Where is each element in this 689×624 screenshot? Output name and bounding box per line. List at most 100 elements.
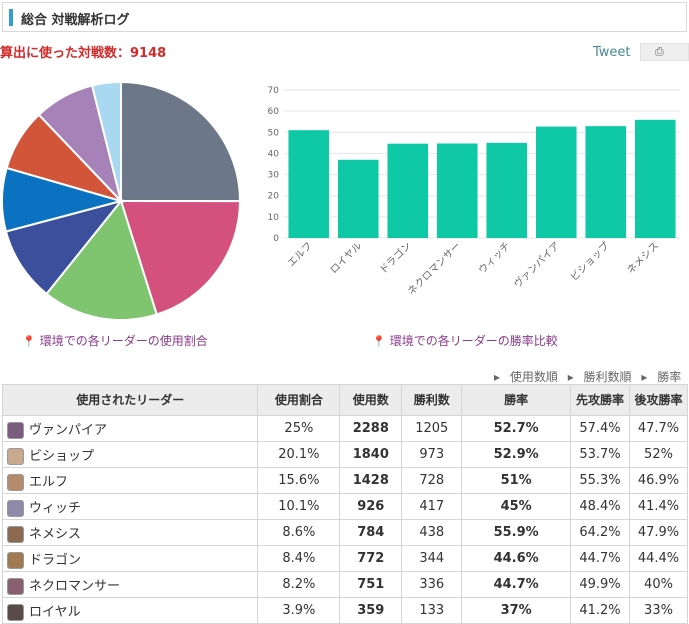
bar[interactable] (535, 126, 577, 238)
winrate-cell: 44.7% (461, 571, 572, 598)
leader-cell: ネクロマンサー (1, 571, 259, 598)
leader-cell: ウィッチ (1, 493, 259, 520)
x-tick-label: ネクロマンサー (405, 240, 463, 298)
bar[interactable] (585, 126, 627, 238)
leader-avatar (7, 577, 24, 595)
page-header: 総合 対戦解析ログ (2, 2, 687, 32)
share-cell: 8.2% (257, 571, 341, 598)
sort-by-wins-link[interactable]: ▸ 勝利数順 (567, 370, 632, 384)
share-cell: 10.1% (257, 493, 341, 520)
uses-cell: 1840 (339, 441, 403, 468)
leader-avatar (7, 447, 24, 465)
uses-cell: 772 (339, 545, 403, 572)
table-row: エルフ 15.6% 1428 728 51% 55.3% 46.9% (1, 467, 688, 494)
sort-by-uses-link[interactable]: ▸ 使用数順 (494, 370, 558, 384)
y-tick-label: 0 (273, 234, 279, 244)
x-tick-label: ヴァンパイア (511, 239, 563, 291)
wins-cell: 133 (401, 597, 463, 624)
header-accent-bar (9, 9, 13, 26)
total-battles: 算出に使った対戦数：9148 (0, 46, 167, 61)
first-winrate-cell: 48.4% (570, 493, 630, 520)
first-winrate-cell: 55.3% (570, 467, 630, 494)
document-icon: ⎙ (655, 45, 664, 58)
leader-stats-table: 使用されたリーダー 使用割合 使用数 勝利数 勝率 先攻勝率 後攻勝率 ヴァンパ… (1, 384, 688, 624)
uses-cell: 1428 (339, 467, 403, 494)
usage-pie-chart (1, 80, 242, 321)
pie-slice[interactable] (45, 198, 158, 321)
col-first-winrate[interactable]: 先攻勝率 (570, 384, 630, 416)
leader-cell: エルフ (1, 467, 259, 494)
second-winrate-cell: 47.9% (629, 519, 688, 546)
leader-name: ウィッチ (29, 500, 82, 516)
bar-caption: 📍 環境での各リーダーの勝率比較 (372, 332, 558, 349)
x-tick-label: ロイヤル (329, 240, 365, 276)
leader-avatar (7, 603, 24, 621)
second-winrate-cell: 47.7% (629, 415, 688, 442)
bar[interactable] (387, 143, 429, 238)
col-uses[interactable]: 使用数 (339, 384, 403, 416)
leader-name: ドラゴン (29, 552, 82, 568)
leader-avatar (7, 421, 24, 439)
second-winrate-cell: 52% (629, 441, 688, 468)
share-cell: 20.1% (257, 441, 341, 468)
bar[interactable] (288, 130, 330, 238)
winrate-cell: 51% (461, 467, 572, 494)
col-winrate[interactable]: 勝率 (461, 384, 572, 416)
leader-avatar (7, 499, 24, 517)
table-row: ビショップ 20.1% 1840 973 52.9% 53.7% 52% (1, 441, 688, 468)
table-row: ヴァンパイア 25% 2288 1205 52.7% 57.4% 47.7% (1, 415, 688, 442)
col-second-winrate[interactable]: 後攻勝率 (629, 384, 688, 416)
second-winrate-cell: 44.4% (629, 545, 688, 572)
table-row: ウィッチ 10.1% 926 417 45% 48.4% 41.4% (1, 493, 688, 520)
table-header-row: 使用されたリーダー 使用割合 使用数 勝利数 勝率 先攻勝率 後攻勝率 (1, 384, 688, 416)
leader-avatar (7, 525, 24, 543)
wins-cell: 417 (401, 493, 463, 520)
second-winrate-cell: 33% (629, 597, 688, 624)
winrate-cell: 52.7% (461, 415, 572, 442)
save-button[interactable]: ⎙ (640, 43, 689, 61)
leader-name: ヴァンパイア (29, 422, 108, 438)
bar[interactable] (337, 159, 379, 238)
pie-slice[interactable] (90, 80, 122, 202)
table-row: ネクロマンサー 8.2% 751 336 44.7% 49.9% 40% (1, 571, 688, 598)
first-winrate-cell: 49.9% (570, 571, 630, 598)
x-tick-label: ネメシス (625, 240, 662, 277)
share-cell: 8.4% (257, 545, 341, 572)
table-row: ネメシス 8.6% 784 438 55.9% 64.2% 47.9% (1, 519, 688, 546)
x-tick-label: ウィッチ (476, 240, 513, 277)
tweet-link[interactable]: Tweet (593, 45, 631, 60)
y-tick-label: 30 (268, 171, 280, 181)
share-cell: 3.9% (257, 597, 341, 624)
share-cell: 15.6% (257, 467, 341, 494)
bar[interactable] (634, 119, 676, 238)
wins-cell: 438 (401, 519, 463, 546)
first-winrate-cell: 41.2% (570, 597, 630, 624)
leader-name: ロイヤル (29, 604, 81, 620)
pie-slice[interactable] (120, 80, 242, 203)
share-cell: 25% (257, 415, 341, 442)
first-winrate-cell: 53.7% (570, 441, 630, 468)
first-winrate-cell: 57.4% (570, 415, 630, 442)
leader-cell: ヴァンパイア (1, 415, 259, 442)
col-wins[interactable]: 勝利数 (401, 384, 463, 416)
pie-slice[interactable] (119, 199, 242, 316)
uses-cell: 359 (339, 597, 403, 624)
col-leader[interactable]: 使用されたリーダー (1, 384, 259, 416)
y-tick-label: 70 (268, 86, 280, 96)
second-winrate-cell: 46.9% (629, 467, 688, 494)
first-winrate-cell: 44.7% (570, 545, 630, 572)
wins-cell: 1205 (401, 415, 463, 442)
bar[interactable] (436, 143, 478, 238)
leader-cell: ドラゴン (1, 545, 259, 572)
y-tick-label: 20 (268, 192, 280, 202)
col-share[interactable]: 使用割合 (257, 384, 341, 416)
uses-cell: 926 (339, 493, 403, 520)
wins-cell: 973 (401, 441, 463, 468)
bar[interactable] (486, 142, 528, 238)
table-row: ドラゴン 8.4% 772 344 44.6% 44.7% 44.4% (1, 545, 688, 572)
uses-cell: 2288 (339, 415, 403, 442)
second-winrate-cell: 41.4% (629, 493, 688, 520)
leader-cell: ロイヤル (1, 597, 259, 624)
y-tick-label: 50 (268, 128, 280, 138)
